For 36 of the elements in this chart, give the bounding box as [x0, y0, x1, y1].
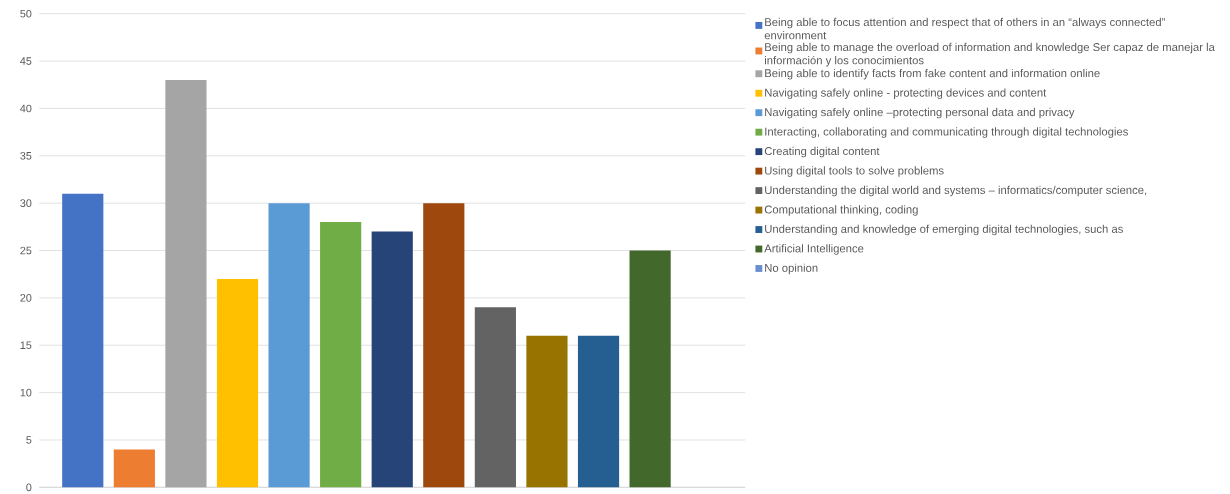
- bar: [320, 221, 362, 488]
- legend-label: Computational thinking, coding: [764, 205, 918, 216]
- y-tick-label: 10: [20, 388, 32, 397]
- legend-label: Understanding the digital world and systems – informatics/computer science,: [765, 185, 1147, 197]
- bar: [165, 79, 207, 488]
- y-tick-label: 15: [20, 341, 32, 349]
- legend-label: Using digital tools to solve problems: [765, 166, 944, 177]
- y-tick-label: 30: [20, 199, 32, 207]
- y-tick-label: 35: [20, 151, 32, 160]
- y-tick-label: 50: [20, 9, 32, 18]
- legend-label: No opinion: [765, 263, 818, 274]
- bar: [62, 193, 104, 488]
- y-tick-label: 40: [20, 104, 32, 113]
- bar: [577, 335, 620, 488]
- bar: [526, 335, 568, 488]
- bar: [474, 307, 516, 488]
- bar: [113, 449, 155, 488]
- legend-label: Being able to manage the overload of information and knowledge Ser capaz de manejar la información y los conocimientos: [765, 42, 1215, 67]
- y-tick-label: 20: [20, 293, 32, 302]
- legend-label: Artificial Intelligence: [764, 243, 864, 255]
- bar: [629, 250, 671, 488]
- bar: [371, 231, 413, 488]
- legend-label: Interacting, collaborating and communicating through digital technologies: [765, 127, 1128, 138]
- y-tick-label: 25: [20, 246, 32, 255]
- bar: [216, 278, 259, 488]
- y-tick-label: 45: [20, 57, 32, 65]
- y-tick-label: 0: [26, 483, 32, 491]
- legend-label: Being able to focus attention and respect that of others in an “always connected” environment: [764, 17, 1165, 40]
- legend-label: Creating digital content: [764, 146, 880, 158]
- y-tick-label: 5: [26, 436, 32, 444]
- bar: [268, 202, 310, 488]
- legend-label: Navigating safely online –protecting personal data and privacy: [765, 107, 1075, 119]
- legend-label: Understanding and knowledge of emerging digital technologies, such as: [765, 224, 1123, 235]
- bar: [423, 202, 465, 488]
- legend-label: Navigating safely online - protecting devices and content: [765, 88, 1047, 99]
- legend-label: Being able to identify facts from fake content and information online: [765, 68, 1100, 80]
